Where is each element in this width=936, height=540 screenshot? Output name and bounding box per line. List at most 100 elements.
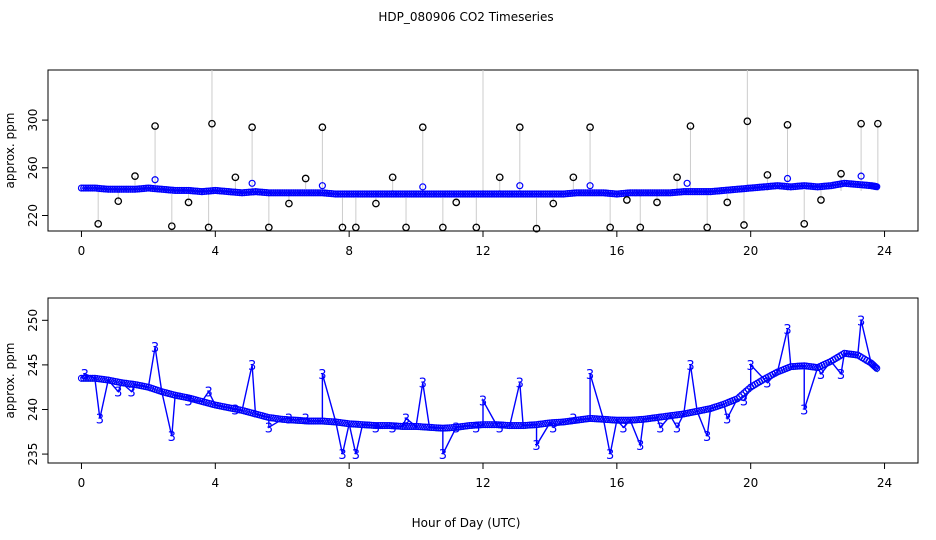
smoothed-point — [466, 190, 474, 198]
chart-title: HDP_080906 CO2 Timeseries — [378, 10, 553, 24]
smoothed-point — [695, 188, 703, 196]
smoothed-point — [280, 415, 289, 423]
smoothed-point — [300, 189, 309, 197]
x-tick-label: 8 — [345, 476, 353, 490]
smoothed-point — [452, 190, 460, 198]
smoothed-point — [432, 190, 440, 198]
raw-point — [495, 173, 504, 182]
smoothed-point — [414, 423, 422, 431]
smoothed-point — [499, 421, 507, 429]
smoothed-point — [77, 184, 86, 192]
raw-point — [740, 221, 748, 229]
smoothed-point — [361, 190, 369, 198]
smoothed-point — [443, 190, 451, 198]
smoothed-point — [789, 362, 797, 371]
smoothed-point — [873, 183, 881, 191]
smoothed-point — [613, 416, 621, 424]
smoothed-point — [321, 417, 329, 425]
smoothed-point — [303, 417, 311, 425]
smoothed-point — [481, 190, 489, 198]
series-3-label: 3 — [338, 448, 346, 463]
smoothed-point — [684, 188, 692, 196]
smoothed-point — [590, 189, 599, 197]
smoothed-point — [434, 424, 442, 432]
smoothed-point — [595, 415, 603, 423]
series-3-label: 3 — [837, 368, 845, 383]
smoothed-point — [350, 420, 358, 428]
raw-point — [673, 173, 681, 182]
smoothed-point — [553, 418, 561, 426]
smoothed-point — [680, 188, 688, 196]
y-tick-label: 260 — [26, 156, 40, 179]
smoothed-point — [385, 190, 393, 198]
smoothed-point — [454, 190, 463, 198]
smoothed-point — [448, 424, 456, 432]
series-3-label: 3 — [619, 421, 627, 436]
smoothed-point — [356, 420, 364, 429]
series-3-label: 3 — [452, 421, 460, 436]
smoothed-point — [501, 421, 509, 429]
raw-point — [817, 196, 825, 204]
smoothed-point — [430, 424, 438, 432]
smoothed-point — [521, 421, 529, 429]
smoothed-point — [381, 190, 389, 198]
raw-point — [248, 123, 256, 132]
smoothed-point — [82, 374, 90, 382]
smoothed-point — [468, 190, 476, 198]
top-panel: 0 4 8 12 16 20 24 220 260 300 approx. ppm — [3, 69, 919, 258]
smoothed-point — [637, 415, 645, 423]
series-3-label: 3 — [496, 421, 504, 436]
smoothed-point — [345, 190, 353, 198]
outlier-point — [151, 176, 159, 184]
smoothed-point — [872, 363, 880, 371]
smoothed-point — [742, 387, 750, 395]
smoothed-point — [305, 417, 313, 425]
x-axis-label: Hour of Day (UTC) — [412, 516, 521, 530]
smoothed-point — [689, 188, 697, 196]
x-tick-label: 20 — [743, 244, 758, 258]
smoothed-point — [450, 423, 458, 432]
smoothed-point — [486, 190, 494, 198]
smoothed-point — [408, 422, 416, 430]
series-3-label: 3 — [352, 448, 360, 463]
smoothed-point — [528, 190, 536, 198]
smoothed-point — [416, 190, 425, 198]
smoothed-point — [704, 188, 712, 196]
smoothed-point — [109, 185, 117, 193]
smoothed-point — [280, 189, 289, 197]
smoothed-point — [403, 190, 411, 198]
smoothed-point — [399, 190, 407, 198]
smoothed-point — [354, 190, 362, 198]
raw-point — [438, 223, 447, 232]
smoothed-point — [309, 417, 318, 425]
smoothed-point — [441, 190, 449, 198]
outlier-point — [683, 179, 691, 187]
smoothed-point — [80, 374, 88, 382]
smoothed-point — [599, 415, 608, 423]
smoothed-point — [602, 415, 610, 423]
smoothed-point — [653, 189, 661, 197]
raw-point — [743, 117, 752, 126]
series-3-label: 3 — [569, 412, 577, 427]
smoothed-point — [379, 421, 387, 430]
smoothed-point — [628, 416, 637, 424]
smoothed-point — [267, 189, 275, 197]
smoothed-point — [387, 422, 396, 430]
smoothed-point — [358, 421, 367, 429]
smoothed-point — [405, 422, 413, 430]
smoothed-point — [363, 190, 371, 198]
smoothed-point — [265, 189, 273, 197]
smoothed-point — [492, 421, 500, 429]
raw-point — [151, 122, 159, 130]
series-3-label: 3 — [549, 421, 557, 436]
raw-point — [873, 119, 882, 128]
raw-point — [372, 199, 380, 208]
raw-point — [549, 199, 558, 208]
smoothed-point — [497, 421, 505, 429]
smoothed-point — [506, 421, 514, 430]
smoothed-point — [176, 186, 184, 195]
raw-point — [418, 123, 427, 132]
smoothed-point — [334, 190, 342, 198]
raw-point — [606, 223, 615, 232]
smoothed-point — [633, 416, 641, 424]
